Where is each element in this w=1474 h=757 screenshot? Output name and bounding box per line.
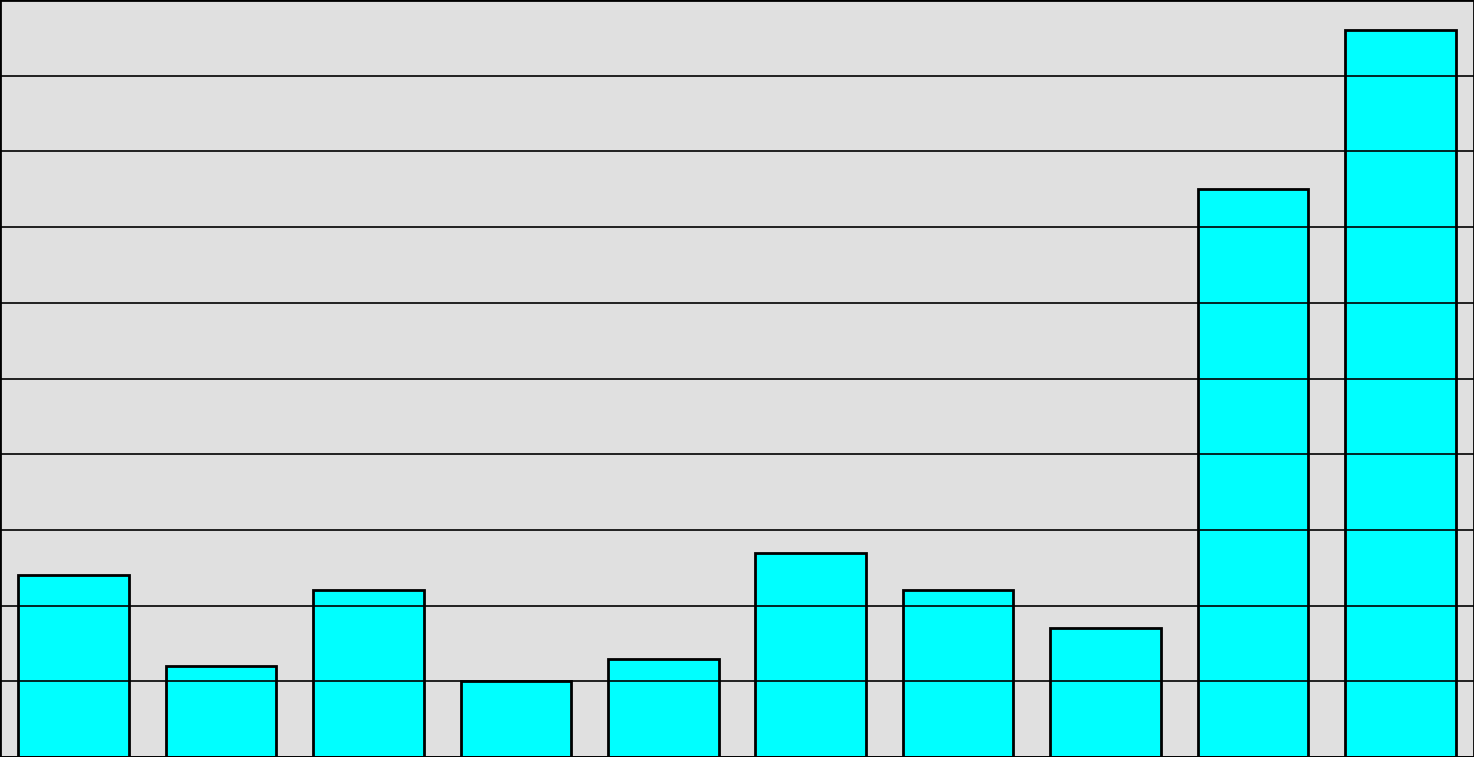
Bar: [1049, 628, 1162, 757]
Bar: [609, 659, 719, 757]
Bar: [165, 666, 276, 757]
Bar: [312, 590, 425, 757]
Bar: [460, 681, 570, 757]
Bar: [902, 590, 1014, 757]
Bar: [1197, 189, 1309, 757]
Bar: [755, 553, 867, 757]
Bar: [1344, 30, 1455, 757]
Bar: [18, 575, 130, 757]
